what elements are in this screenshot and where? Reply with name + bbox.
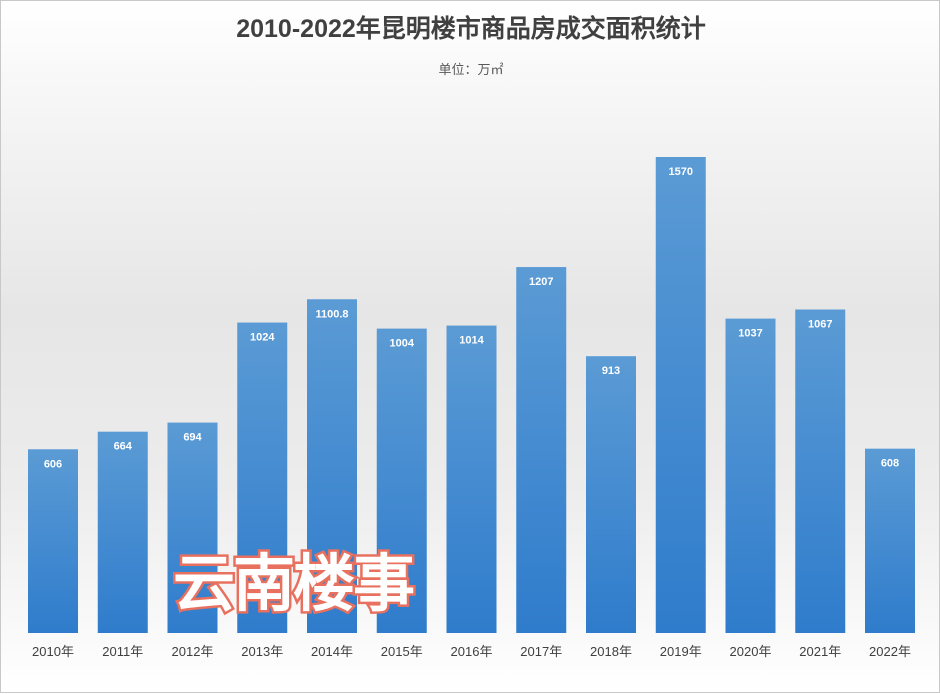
data-label-9: 1570: [669, 166, 693, 178]
x-tick-label-9: 2019年: [660, 644, 702, 659]
x-tick-label-4: 2014年: [311, 644, 353, 659]
bar-8: [586, 356, 636, 633]
x-tick-label-7: 2017年: [520, 644, 562, 659]
bar-6: [446, 325, 497, 633]
x-tick-label-11: 2021年: [799, 644, 841, 659]
data-label-4: 1100.8: [315, 308, 348, 320]
bar-0: [28, 449, 78, 633]
data-label-5: 1004: [390, 338, 415, 350]
bar-4: [307, 299, 357, 633]
x-tick-label-1: 2011年: [102, 644, 143, 659]
data-label-2: 694: [183, 432, 202, 444]
x-tick-label-6: 2016年: [451, 644, 493, 659]
x-tick-label-5: 2015年: [381, 644, 423, 659]
data-label-1: 664: [114, 441, 133, 453]
bar-1: [97, 431, 148, 633]
bar-3: [237, 322, 288, 633]
bar-11: [795, 309, 846, 633]
data-label-6: 1014: [459, 335, 484, 347]
chart-title: 2010-2022年昆明楼市商品房成交面积统计: [236, 15, 706, 43]
data-label-10: 1037: [738, 328, 762, 340]
x-tick-label-10: 2020年: [730, 644, 772, 659]
x-tick-label-3: 2013年: [241, 644, 283, 659]
x-tick-label-8: 2018年: [590, 644, 632, 659]
data-label-3: 1024: [250, 332, 275, 344]
data-label-8: 913: [602, 365, 620, 377]
bar-12: [865, 448, 915, 633]
bar-7: [516, 267, 567, 633]
chart-subtitle: 单位：万㎡: [438, 62, 504, 77]
bar-9: [655, 157, 706, 633]
x-tick-label-2: 2012年: [172, 644, 214, 659]
x-tick-label-0: 2010年: [32, 644, 74, 659]
data-label-7: 1207: [529, 276, 553, 288]
bar-2: [167, 422, 218, 633]
data-label-0: 606: [44, 458, 62, 470]
data-label-11: 1067: [808, 319, 832, 331]
bar-10: [725, 318, 776, 633]
x-tick-label-12: 2022年: [869, 644, 911, 659]
bar-5: [376, 328, 427, 633]
data-label-12: 608: [881, 458, 899, 470]
watermark-logo: 云南楼事: [170, 545, 417, 623]
